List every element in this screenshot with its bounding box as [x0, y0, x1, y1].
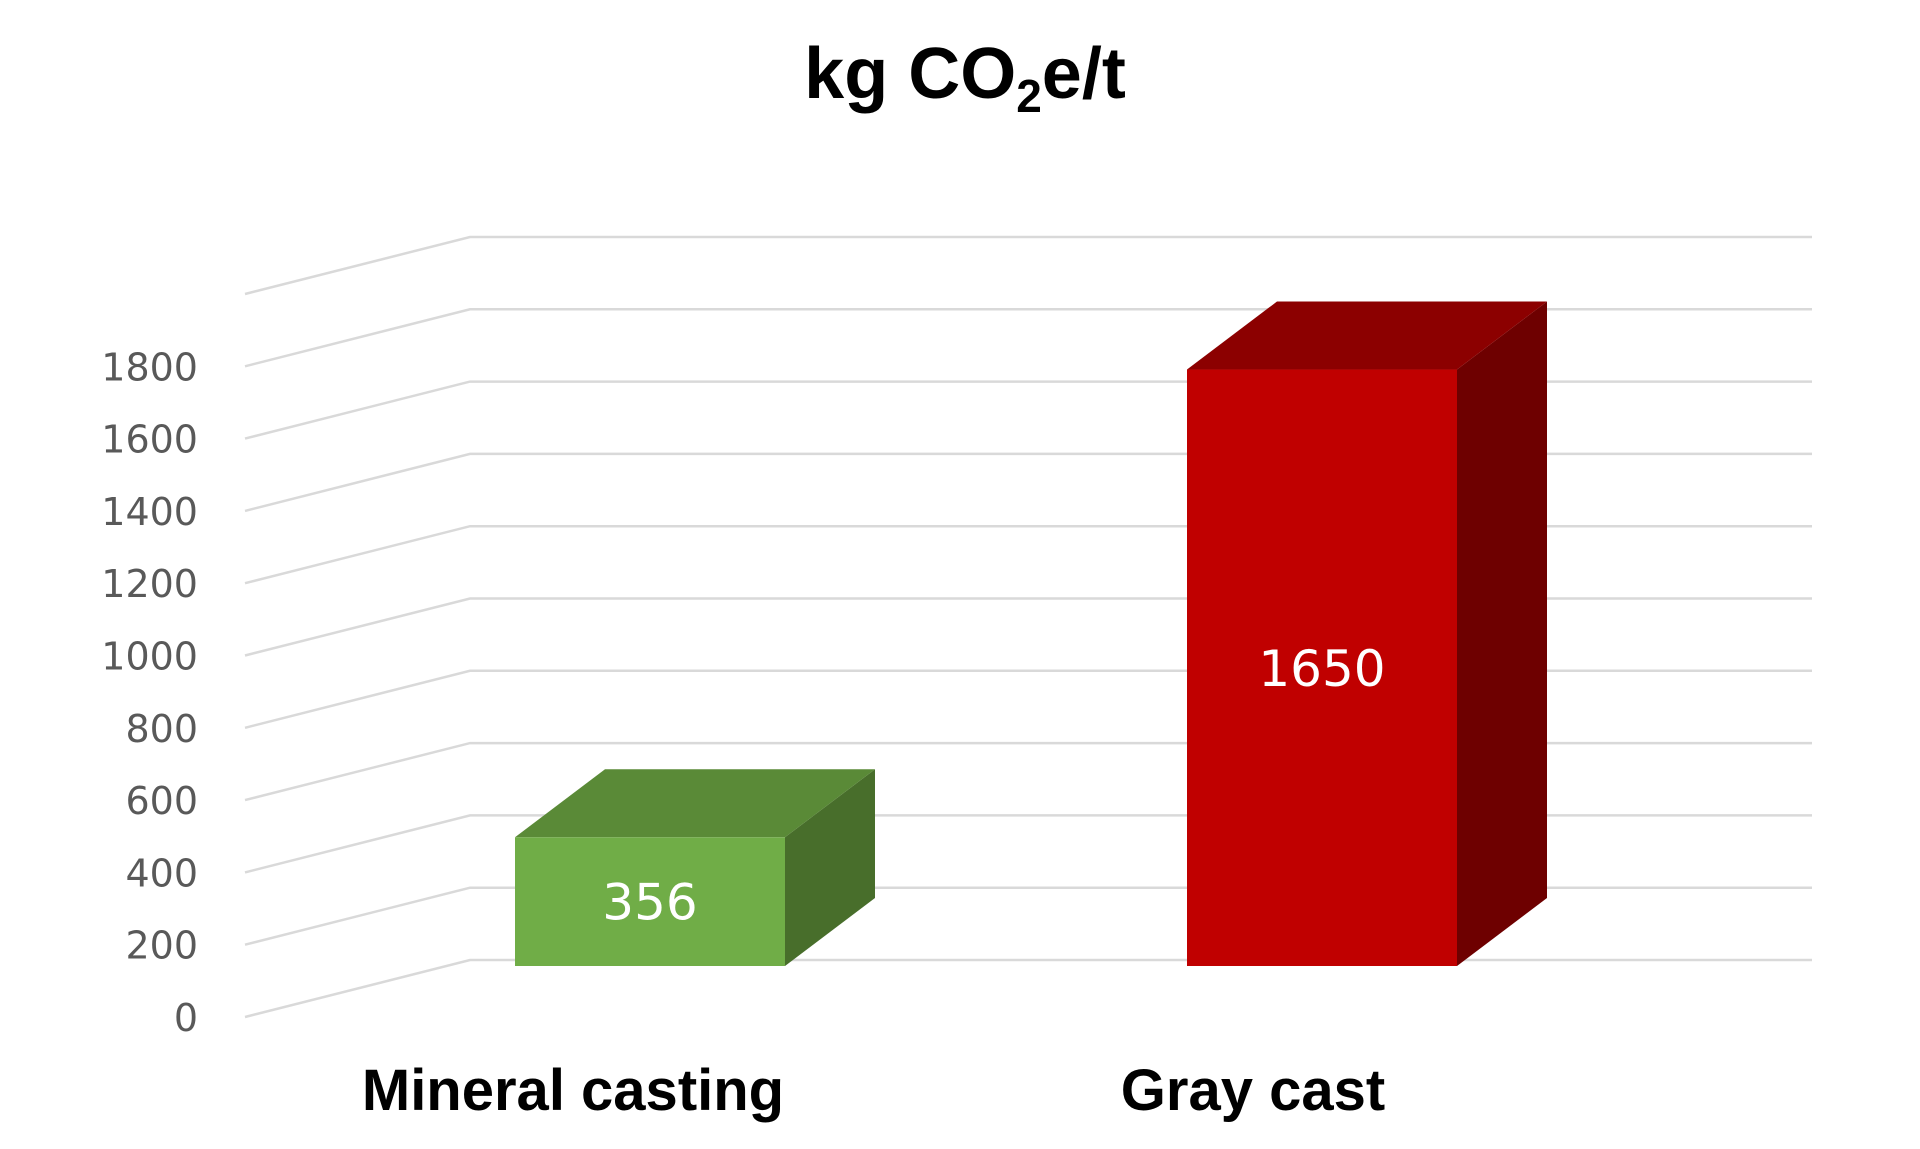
bar-top-face [1187, 301, 1547, 370]
bar: 356 [515, 769, 875, 966]
y-tick-label: 1600 [101, 418, 198, 462]
bar: 1650 [1187, 301, 1547, 966]
y-tick-label: 400 [125, 851, 198, 895]
bars: 356 1650 [515, 301, 1547, 966]
gridlines [244, 235, 1812, 1019]
bar-side-face [1457, 301, 1547, 966]
y-axis-tick-labels: 0 200 400 600 800 1000 1200 1400 1600 1800 [101, 345, 198, 1040]
y-tick-label: 1400 [101, 490, 198, 534]
gridline [244, 380, 1812, 440]
bar-value-label: 1650 [1258, 640, 1385, 698]
gridline [244, 452, 1812, 513]
y-tick-label: 200 [125, 924, 198, 968]
gridline [244, 524, 1812, 585]
bar-front-face [1187, 369, 1457, 966]
y-tick-label: 1200 [101, 562, 198, 606]
chart-title-part-3: e/t [1042, 34, 1126, 114]
y-tick-label: 0 [174, 996, 198, 1040]
category-label: Mineral casting [362, 1058, 784, 1123]
bar-side-face [785, 769, 875, 966]
y-tick-label: 1800 [101, 345, 198, 389]
gridline [244, 886, 1812, 946]
y-tick-label: 600 [125, 779, 198, 823]
gridline [244, 597, 1812, 657]
chart-title-part-1: kg CO [804, 34, 1016, 114]
y-tick-label: 1000 [101, 635, 198, 679]
gridline [244, 814, 1812, 874]
chart-title-subscript: 2 [1016, 70, 1042, 122]
bar-front-face [515, 837, 785, 966]
category-label: Gray cast [1121, 1058, 1385, 1123]
chart-title: kg CO2e/t [804, 34, 1126, 122]
gridline [244, 235, 1812, 296]
bar-top-face [515, 769, 875, 838]
gridline [244, 958, 1812, 1019]
y-tick-label: 800 [125, 707, 198, 751]
category-labels: Mineral casting Gray cast [362, 1058, 1385, 1123]
gridline [244, 669, 1812, 730]
gridline [244, 308, 1812, 368]
bar-value-label: 356 [602, 874, 697, 932]
gridline [244, 741, 1812, 802]
